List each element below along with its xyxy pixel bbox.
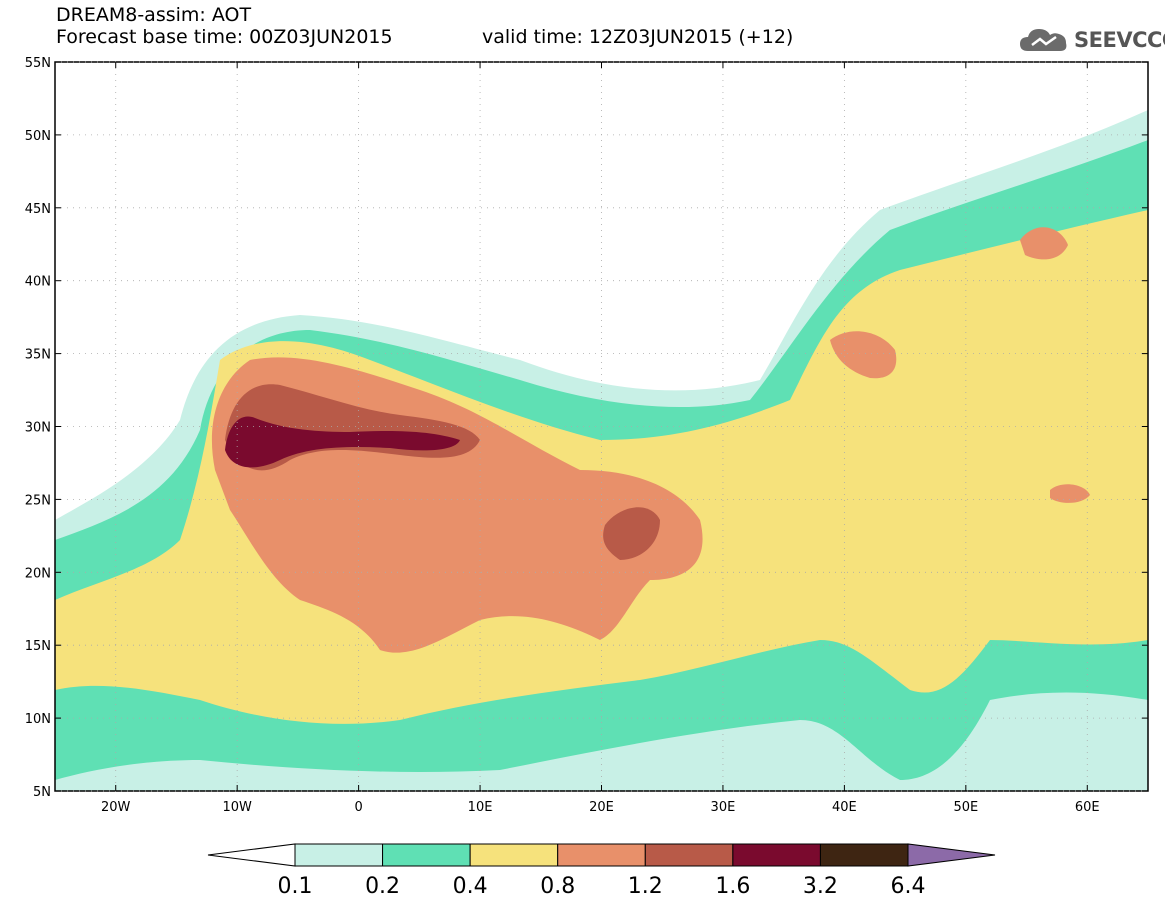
lon-tick-label: 30E [711, 800, 736, 815]
seevccc-logo: SEEVCCC [1018, 24, 1165, 56]
lon-tick-label: 10E [468, 800, 493, 815]
colorbar-segment [732, 843, 821, 867]
colorbar-label: 1.2 [628, 874, 663, 899]
colorbar-high-arrow [907, 843, 996, 867]
lon-tick-label: 20W [101, 800, 131, 815]
latitude-ticks: 5N 10N 15N 20N 25N 30N 35N 40N 45N 50N 55N [25, 56, 1148, 800]
valid-time: valid time: 12Z03JUN2015 (+12) [482, 26, 794, 48]
longitude-ticks: 20W 10W 0 10E 20E 30E 40E 50E 60E [101, 62, 1100, 815]
colorbar-label: 0.8 [540, 874, 575, 899]
map-header: DREAM8-assim: AOT Forecast base time: 00… [56, 4, 793, 48]
lat-tick-label: 15N [25, 639, 51, 654]
lon-tick-label: 60E [1075, 800, 1100, 815]
aot-band-0.8-me [830, 331, 897, 379]
colorbar-label: 6.4 [891, 874, 926, 899]
colorbar: 0.1 0.2 0.4 0.8 1.2 1.6 3.2 6.4 [207, 843, 996, 899]
lat-tick-label: 25N [25, 493, 51, 508]
colorbar-label: 1.6 [715, 874, 750, 899]
colorbar-label: 0.2 [365, 874, 400, 899]
lon-tick-label: 0 [354, 800, 362, 815]
cloud-logo-icon [1020, 29, 1067, 51]
lat-tick-label: 45N [25, 202, 51, 217]
colorbar-segment [294, 843, 384, 867]
lat-tick-label: 20N [25, 566, 51, 581]
lat-tick-label: 35N [25, 348, 51, 363]
colorbar-segment [644, 843, 734, 867]
lat-tick-label: 30N [25, 421, 51, 436]
lon-tick-label: 10W [222, 800, 252, 815]
forecast-base-time: Forecast base time: 00Z03JUN2015 [56, 26, 393, 48]
product-title: DREAM8-assim: AOT [56, 4, 252, 26]
colorbar-label: 0.1 [278, 874, 313, 899]
lat-tick-label: 5N [33, 785, 51, 800]
aot-band-1.6 [225, 416, 460, 468]
aot-band-1.2-east [603, 507, 660, 560]
lat-tick-label: 50N [25, 129, 51, 144]
aot-band-0.8-ne [1020, 227, 1068, 260]
colorbar-segment [469, 843, 559, 867]
colorbar-label: 3.2 [803, 874, 838, 899]
lat-tick-label: 55N [25, 56, 51, 71]
colorbar-segment [819, 843, 909, 867]
colorbar-label: 0.4 [453, 874, 488, 899]
aot-contours [55, 110, 1148, 791]
logo-text: SEEVCCC [1074, 28, 1165, 52]
colorbar-low-arrow [207, 843, 296, 867]
colorbar-segment [557, 843, 646, 867]
lon-tick-label: 20E [589, 800, 614, 815]
colorbar-segment [382, 843, 471, 867]
lon-tick-label: 40E [832, 800, 857, 815]
lat-tick-label: 40N [25, 275, 51, 290]
lon-tick-label: 50E [953, 800, 978, 815]
lat-tick-label: 10N [25, 712, 51, 727]
aot-band-0.8-gulf [1050, 484, 1090, 503]
